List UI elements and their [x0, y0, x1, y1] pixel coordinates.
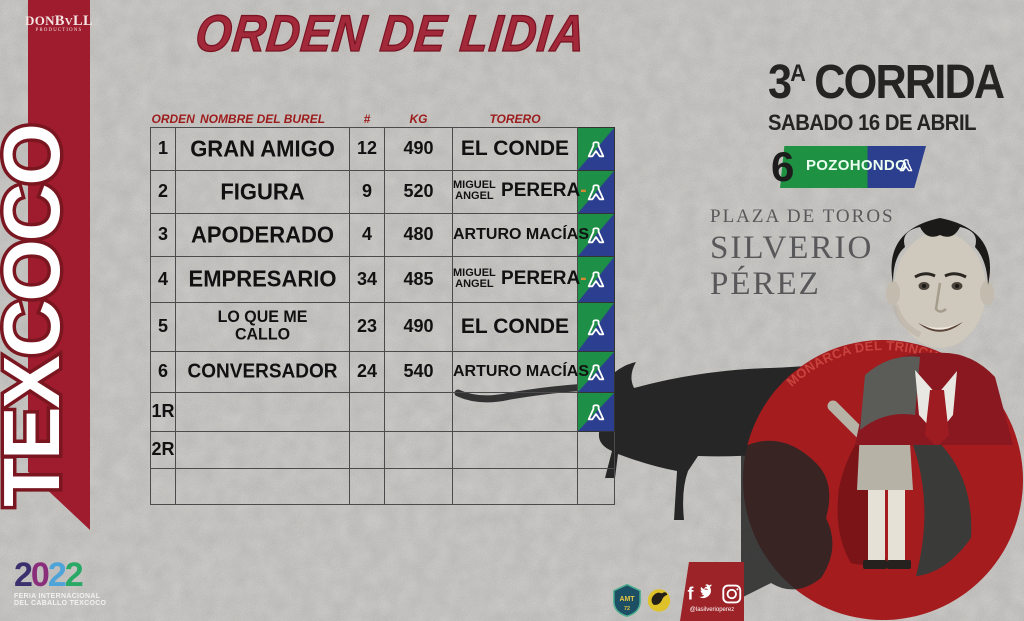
svg-text:72: 72	[624, 606, 630, 612]
svg-text:AMT: AMT	[619, 596, 635, 603]
svg-text:f: f	[688, 584, 694, 604]
